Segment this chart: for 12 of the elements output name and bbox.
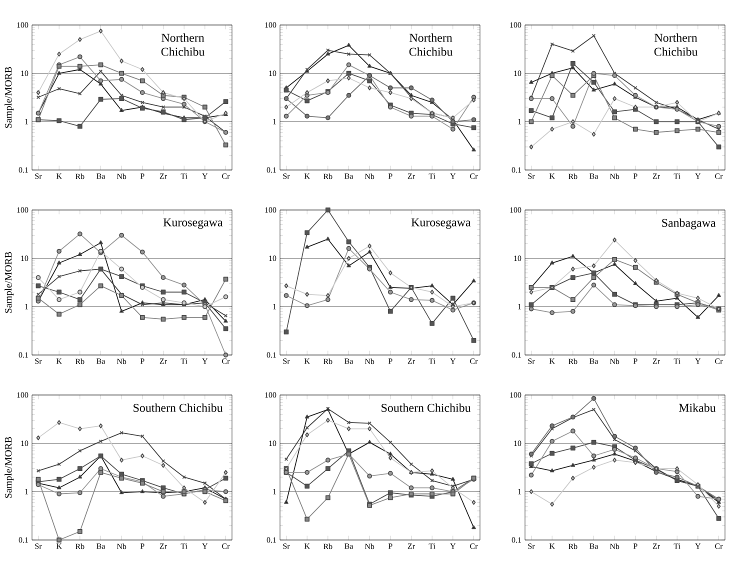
text: Kurosegawa: [163, 218, 223, 229]
text: Kurosegawa: [411, 218, 471, 229]
text: Southern Chichibu: [382, 403, 471, 412]
y-axis-title: Sample/MORB: [4, 66, 14, 128]
text: Southern Chichibu: [134, 403, 223, 412]
y-axis-title: Sample/MORB: [4, 436, 14, 498]
y-axis-title: Sample/MORB: [4, 252, 14, 313]
text: Northern Chichibu: [654, 33, 698, 56]
text: Northern Chichibu: [409, 33, 453, 56]
text: Sanbagawa: [662, 218, 716, 230]
text: Mikabu: [678, 403, 716, 412]
text: Northern Chichibu: [161, 33, 205, 56]
